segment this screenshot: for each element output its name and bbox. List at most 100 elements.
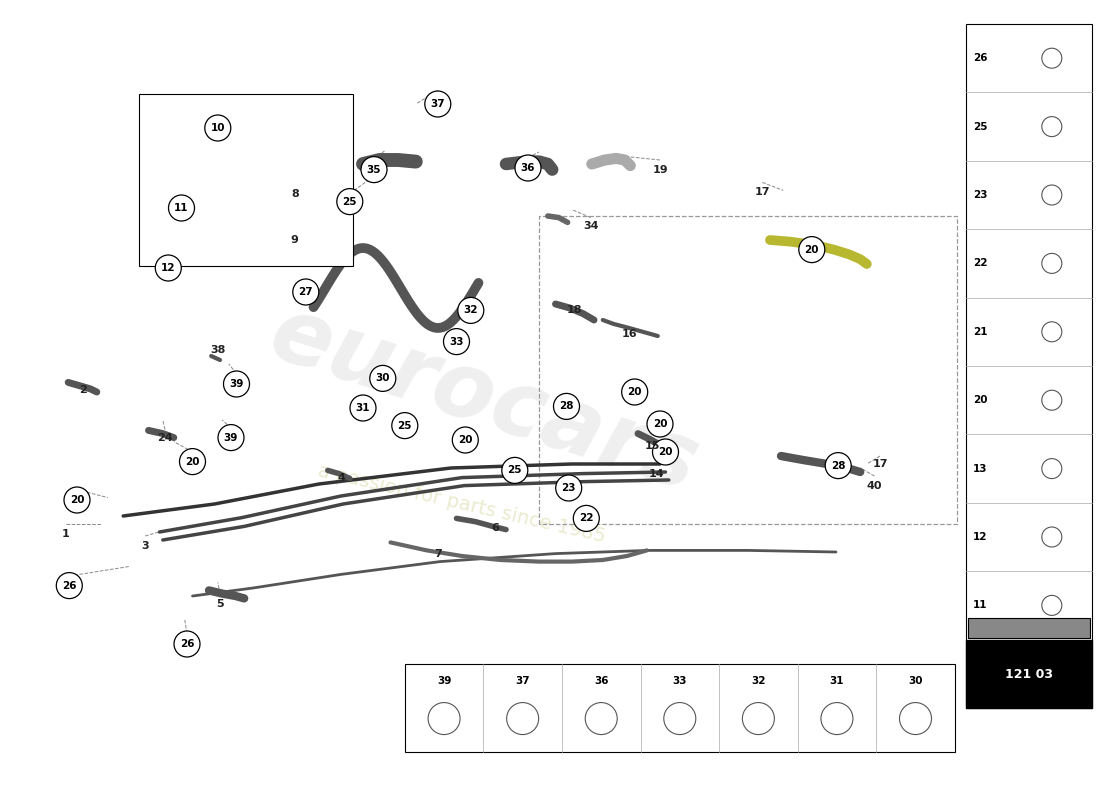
Text: 6: 6 <box>491 523 499 533</box>
Circle shape <box>293 279 319 305</box>
Text: 20: 20 <box>972 395 988 406</box>
Text: 28: 28 <box>830 461 846 470</box>
Text: 11: 11 <box>972 601 988 610</box>
Text: 25: 25 <box>507 466 522 475</box>
Circle shape <box>621 379 648 405</box>
Text: 13: 13 <box>972 464 988 474</box>
Text: 5: 5 <box>217 599 223 609</box>
Text: 17: 17 <box>872 459 888 469</box>
Text: 20: 20 <box>652 419 668 429</box>
Text: 9: 9 <box>290 235 299 245</box>
Text: 28: 28 <box>559 402 574 411</box>
Text: 1: 1 <box>62 530 70 539</box>
Circle shape <box>218 425 244 450</box>
Text: 32: 32 <box>463 306 478 315</box>
Text: 32: 32 <box>751 676 766 686</box>
Text: 121 03: 121 03 <box>1005 667 1053 681</box>
Circle shape <box>573 506 600 531</box>
Circle shape <box>168 195 195 221</box>
Circle shape <box>174 631 200 657</box>
Circle shape <box>64 487 90 513</box>
Circle shape <box>350 395 376 421</box>
Circle shape <box>553 394 580 419</box>
Circle shape <box>205 115 231 141</box>
Text: 39: 39 <box>229 379 244 389</box>
Text: 33: 33 <box>672 676 688 686</box>
Text: 20: 20 <box>658 447 673 457</box>
Text: 36: 36 <box>520 163 536 173</box>
Circle shape <box>458 298 484 323</box>
Text: 25: 25 <box>342 197 358 206</box>
Text: 40: 40 <box>867 481 882 490</box>
Circle shape <box>337 189 363 214</box>
Text: 12: 12 <box>161 263 176 273</box>
Text: 37: 37 <box>430 99 446 109</box>
Circle shape <box>515 155 541 181</box>
Text: 4: 4 <box>337 474 345 483</box>
Circle shape <box>370 366 396 391</box>
Text: 20: 20 <box>804 245 820 254</box>
Text: 37: 37 <box>515 676 530 686</box>
Circle shape <box>155 255 182 281</box>
Text: 16: 16 <box>621 330 637 339</box>
Circle shape <box>452 427 478 453</box>
Bar <box>968 618 1090 638</box>
Circle shape <box>647 411 673 437</box>
Text: 18: 18 <box>566 306 582 315</box>
Text: 26: 26 <box>62 581 77 590</box>
Text: 20: 20 <box>185 457 200 466</box>
Text: 10: 10 <box>210 123 225 133</box>
Text: 27: 27 <box>298 287 314 297</box>
Circle shape <box>223 371 250 397</box>
Circle shape <box>556 475 582 501</box>
Text: 39: 39 <box>223 433 239 442</box>
Text: 12: 12 <box>972 532 988 542</box>
Text: 30: 30 <box>909 676 923 686</box>
Circle shape <box>392 413 418 438</box>
Bar <box>405 664 955 752</box>
Text: 2: 2 <box>78 386 87 395</box>
Text: 26: 26 <box>972 53 988 63</box>
Text: 7: 7 <box>433 549 442 558</box>
Text: 33: 33 <box>449 337 464 346</box>
Text: 19: 19 <box>652 165 668 174</box>
Text: 25: 25 <box>397 421 412 430</box>
Circle shape <box>361 157 387 182</box>
Text: 8: 8 <box>290 190 299 199</box>
Circle shape <box>179 449 206 474</box>
Text: 25: 25 <box>972 122 988 131</box>
Circle shape <box>443 329 470 354</box>
Text: 14: 14 <box>649 470 664 479</box>
Circle shape <box>799 237 825 262</box>
Text: 35: 35 <box>366 165 382 174</box>
Text: 23: 23 <box>561 483 576 493</box>
Text: 34: 34 <box>583 221 598 230</box>
Text: 11: 11 <box>174 203 189 213</box>
Text: 30: 30 <box>375 374 390 383</box>
Text: 36: 36 <box>594 676 608 686</box>
Text: 31: 31 <box>355 403 371 413</box>
Text: 22: 22 <box>579 514 594 523</box>
Circle shape <box>502 458 528 483</box>
Text: 38: 38 <box>210 346 225 355</box>
Text: 31: 31 <box>829 676 844 686</box>
Text: 24: 24 <box>157 434 173 443</box>
Circle shape <box>56 573 82 598</box>
Text: 20: 20 <box>627 387 642 397</box>
Text: 20: 20 <box>69 495 85 505</box>
Text: 39: 39 <box>437 676 451 686</box>
Text: 22: 22 <box>972 258 988 269</box>
Bar <box>139 94 353 266</box>
Text: 10: 10 <box>972 669 988 678</box>
Text: 3: 3 <box>142 541 148 550</box>
Text: 20: 20 <box>458 435 473 445</box>
Text: 26: 26 <box>179 639 195 649</box>
Text: 15: 15 <box>645 441 660 450</box>
Text: 21: 21 <box>972 326 988 337</box>
Bar <box>966 24 1092 708</box>
Bar <box>966 640 1092 708</box>
Circle shape <box>425 91 451 117</box>
Text: 17: 17 <box>755 187 770 197</box>
Circle shape <box>652 439 679 465</box>
Circle shape <box>825 453 851 478</box>
